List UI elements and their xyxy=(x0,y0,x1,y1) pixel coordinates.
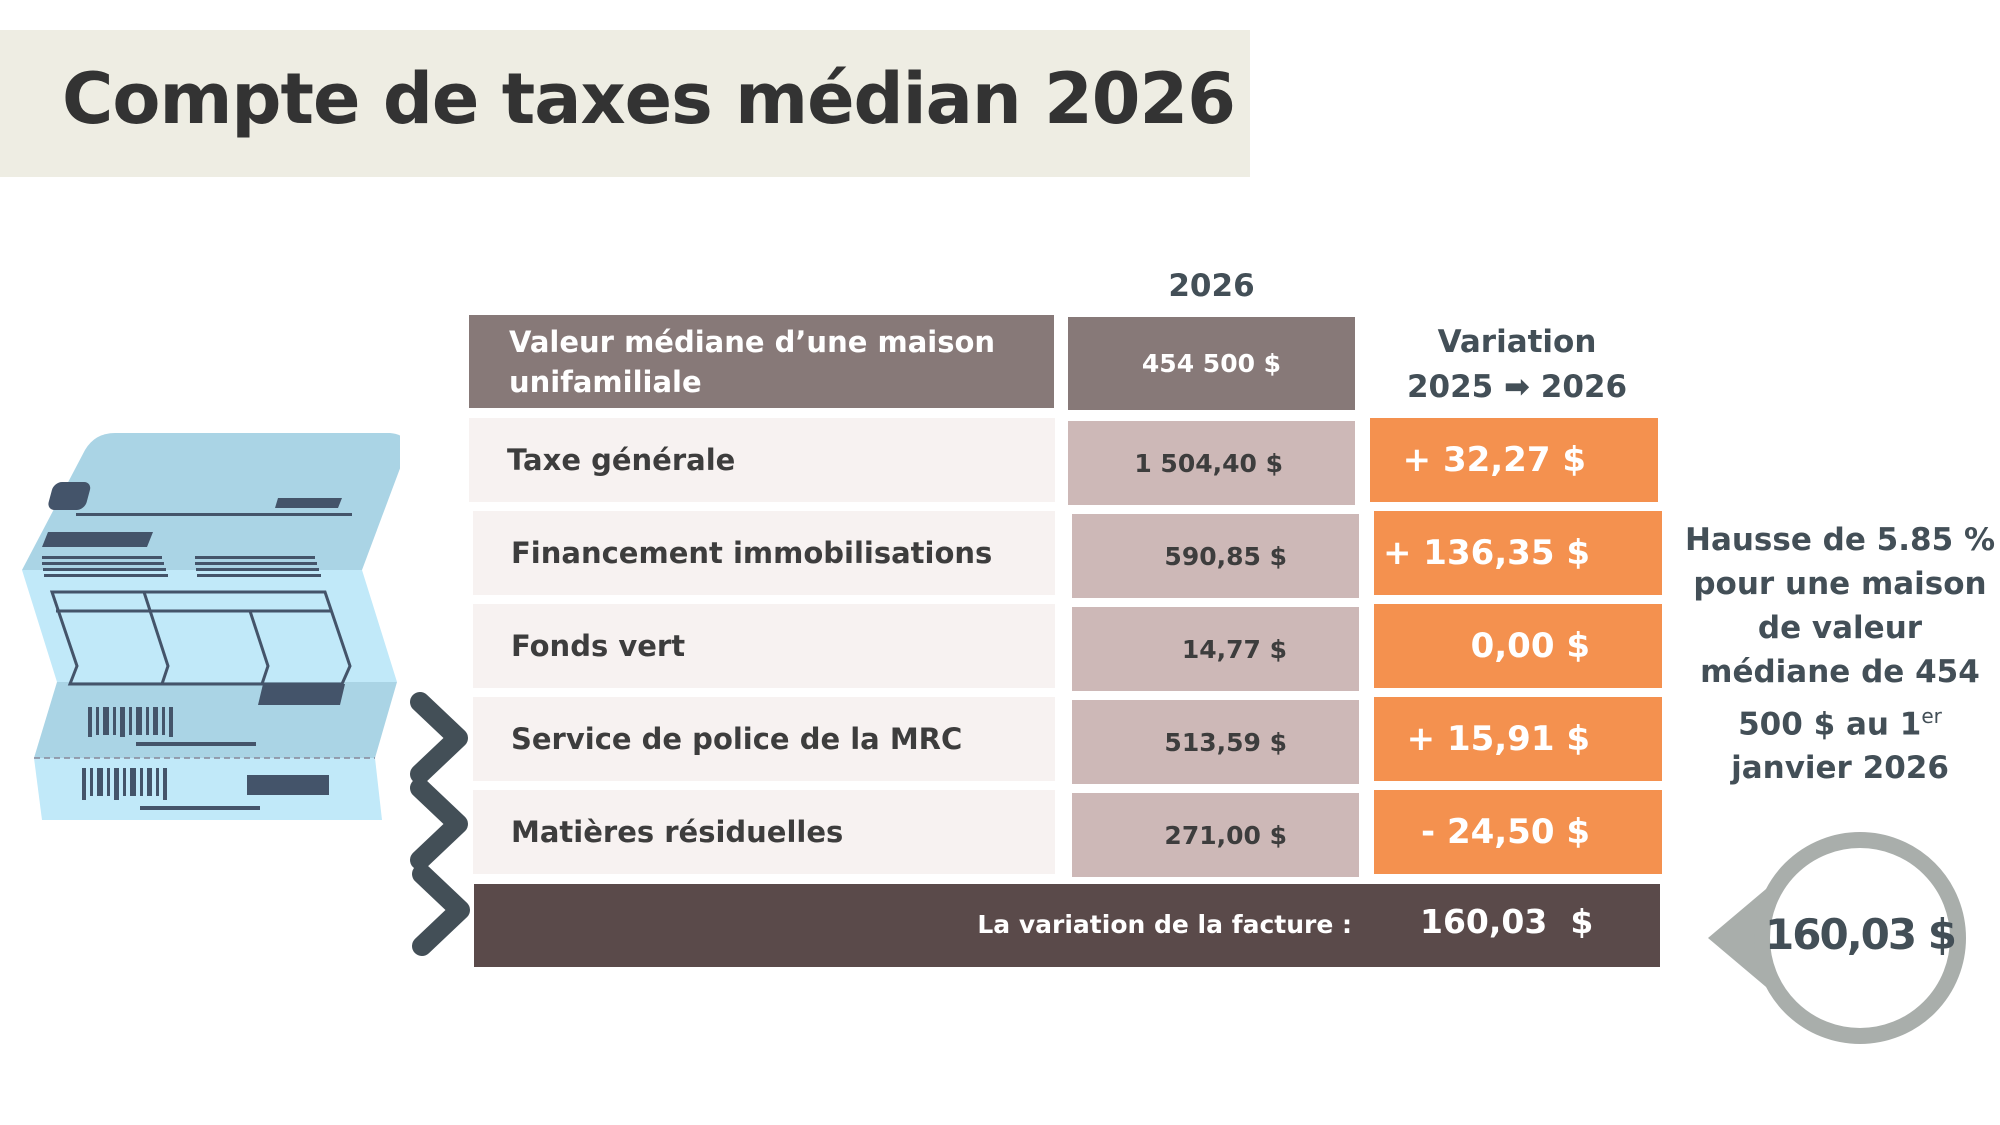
page-title: Compte de taxes médian 2026 xyxy=(62,58,1236,140)
row-label: Matières résiduelles xyxy=(473,790,1055,874)
row-variation: + 32,27 $ xyxy=(1370,418,1658,502)
side-note-ordinal: er xyxy=(1921,704,1942,728)
total-label: La variation de la facture : xyxy=(977,910,1352,939)
side-note-text: Hausse de 5.85 % pour une maison de vale… xyxy=(1685,522,1995,743)
row-label: Fonds vert xyxy=(473,604,1055,688)
tax-bill-illustration xyxy=(22,433,400,820)
row-value: 271,00 $ xyxy=(1072,793,1359,877)
variation-header: Variation 2025 ➡ 2026 xyxy=(1370,320,1664,410)
side-note-date: janvier 2026 xyxy=(1731,750,1949,787)
total-bubble xyxy=(1708,832,1966,1044)
column-year-header: 2026 xyxy=(1168,268,1255,304)
chevron-right-icon xyxy=(412,864,470,956)
variation-header-line2: 2025 ➡ 2026 xyxy=(1406,369,1628,405)
side-note: Hausse de 5.85 % pour une maison de vale… xyxy=(1680,518,2000,790)
total-value: 160,03 $ xyxy=(1420,902,1594,941)
total-bar xyxy=(474,884,1660,967)
row-value: 513,59 $ xyxy=(1072,700,1359,784)
chevron-stack xyxy=(410,692,470,956)
variation-header-line1: Variation xyxy=(1437,324,1597,360)
row-value: 1 504,40 $ xyxy=(1068,421,1355,505)
row-label: Service de police de la MRC xyxy=(473,697,1055,781)
row-label: Taxe générale xyxy=(469,418,1055,502)
row-variation: - 24,50 $ xyxy=(1374,790,1662,874)
row-variation: + 136,35 $ xyxy=(1374,511,1662,595)
bubble-value: 160,03 $ xyxy=(1765,910,1957,959)
house-value-amount: 454 500 $ xyxy=(1068,317,1355,410)
chevron-right-icon xyxy=(410,778,468,870)
row-value: 590,85 $ xyxy=(1072,514,1359,598)
chevron-right-icon xyxy=(410,692,468,784)
side-note-day: 1 xyxy=(1899,706,1922,743)
title-band xyxy=(0,30,1250,177)
row-variation: + 15,91 $ xyxy=(1374,697,1662,781)
house-value-label: Valeur médiane d’une maison unifamiliale xyxy=(469,315,1054,408)
row-variation: 0,00 $ xyxy=(1374,604,1662,688)
row-value: 14,77 $ xyxy=(1072,607,1359,691)
row-label: Financement immobilisations xyxy=(473,511,1055,595)
